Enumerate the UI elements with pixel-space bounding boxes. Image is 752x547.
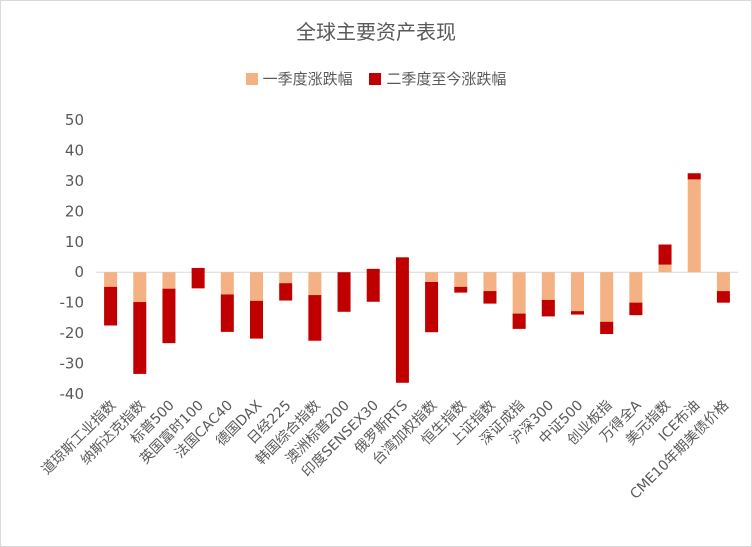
bar-q1 bbox=[425, 272, 439, 282]
bar-q2 bbox=[133, 302, 147, 374]
y-tick-label: -10 bbox=[60, 294, 85, 312]
bar-q2 bbox=[308, 295, 322, 341]
legend-item-q2[interactable]: 二季度至今涨跌幅 bbox=[369, 68, 506, 89]
bar-q1 bbox=[133, 272, 147, 303]
legend-swatch-q1 bbox=[245, 72, 258, 85]
bar-q2 bbox=[337, 272, 351, 312]
y-tick-label: 50 bbox=[65, 111, 84, 129]
bar-q2 bbox=[104, 286, 118, 326]
bar-q1 bbox=[220, 272, 234, 295]
bar-q2 bbox=[220, 294, 234, 332]
legend-label-q2: 二季度至今涨跌幅 bbox=[386, 70, 507, 88]
y-tick-label: -20 bbox=[60, 324, 85, 342]
legend-label-q1: 一季度涨跌幅 bbox=[262, 70, 353, 88]
bar-q2 bbox=[395, 257, 409, 383]
bar-q2 bbox=[687, 173, 701, 180]
bar-q2 bbox=[571, 311, 584, 315]
bar-q1 bbox=[716, 272, 730, 292]
y-tick-label: 40 bbox=[65, 141, 84, 159]
bar-q2 bbox=[600, 321, 614, 335]
bar-q1 bbox=[104, 272, 118, 287]
bar-q1 bbox=[250, 272, 263, 301]
bar-q2 bbox=[512, 313, 526, 329]
bar-q1 bbox=[454, 272, 468, 287]
bar-q2 bbox=[658, 244, 672, 265]
y-tick-label: 10 bbox=[65, 233, 84, 251]
legend-swatch-q2 bbox=[369, 72, 382, 85]
bar-q2 bbox=[541, 299, 555, 317]
legend-item-q1[interactable]: 一季度涨跌幅 bbox=[245, 68, 353, 89]
bar-q1 bbox=[162, 272, 176, 289]
bar-q2 bbox=[716, 291, 730, 303]
bar-q2 bbox=[162, 288, 176, 344]
bar-q2 bbox=[454, 286, 468, 293]
bar-q1 bbox=[571, 272, 584, 315]
bar-q2 bbox=[191, 267, 205, 289]
y-tick-label: -40 bbox=[60, 385, 85, 403]
bar-q1 bbox=[687, 173, 701, 273]
legend: 一季度涨跌幅 二季度至今涨跌幅 bbox=[0, 68, 752, 89]
bar-q2 bbox=[250, 300, 263, 339]
bar-q2 bbox=[425, 281, 439, 333]
chart-title: 全球主要资产表现 bbox=[296, 20, 456, 44]
bar-q2 bbox=[629, 302, 643, 316]
bar-q1 bbox=[308, 272, 322, 296]
bar-q2 bbox=[366, 268, 380, 302]
bar-q1 bbox=[279, 272, 293, 284]
bar-q2 bbox=[483, 291, 497, 304]
y-tick-label: 30 bbox=[65, 172, 84, 190]
y-tick-label: 0 bbox=[74, 263, 84, 281]
bar-q2 bbox=[279, 283, 293, 301]
bar-q1 bbox=[600, 272, 614, 335]
bar-q1 bbox=[658, 264, 672, 273]
y-tick-label: -30 bbox=[60, 355, 85, 373]
y-tick-label: 20 bbox=[65, 202, 84, 220]
